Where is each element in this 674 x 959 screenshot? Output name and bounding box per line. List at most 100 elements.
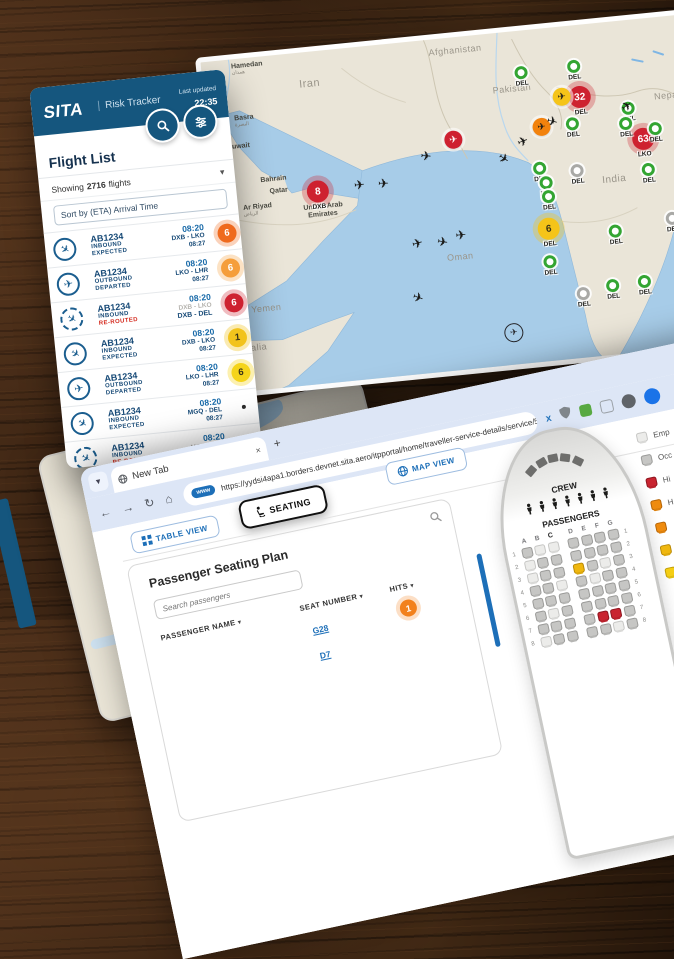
extension-icon[interactable]: x (544, 412, 553, 425)
seat[interactable] (583, 613, 597, 626)
home-icon[interactable]: ⌂ (163, 491, 174, 507)
seat[interactable] (547, 607, 561, 620)
seat[interactable] (596, 610, 610, 623)
map-marker-ring[interactable]: DEL (665, 211, 674, 233)
seat[interactable] (572, 562, 586, 575)
seat[interactable] (546, 541, 560, 554)
close-tab-icon[interactable]: × (254, 444, 262, 456)
map-marker-planecircle[interactable]: ✈ (503, 322, 525, 344)
seat[interactable] (575, 574, 588, 587)
seat[interactable] (541, 581, 555, 595)
account-icon[interactable] (642, 386, 662, 406)
seat[interactable] (552, 632, 566, 645)
seat[interactable] (525, 572, 539, 585)
forward-icon[interactable]: → (120, 499, 136, 516)
column-hits[interactable]: HITS ▾ (388, 581, 415, 594)
seat[interactable] (539, 569, 553, 582)
seat[interactable] (598, 556, 612, 569)
seat[interactable] (567, 536, 580, 549)
seat[interactable] (604, 582, 618, 595)
seat-link[interactable]: G28 (311, 622, 330, 636)
scrollbar[interactable] (476, 553, 501, 648)
seat[interactable] (596, 543, 609, 556)
seat-link[interactable]: D7 (318, 648, 332, 661)
seat[interactable] (552, 566, 566, 579)
seat[interactable] (599, 622, 612, 636)
map-marker-ring[interactable]: DEL (648, 121, 663, 144)
tab-map-view[interactable]: MAP VIEW (384, 446, 468, 486)
seat[interactable] (531, 597, 545, 610)
seat[interactable] (536, 556, 550, 569)
seat[interactable] (536, 622, 550, 635)
seat[interactable] (620, 591, 633, 604)
extension-icon[interactable] (578, 403, 593, 418)
map-marker-ring[interactable]: DEL (569, 163, 585, 186)
back-icon[interactable]: ← (98, 504, 113, 521)
seat[interactable] (544, 594, 558, 607)
map-marker-count[interactable]: 32 DEL (567, 84, 593, 117)
seat[interactable] (533, 543, 547, 556)
shield-icon[interactable] (558, 405, 573, 425)
search-button[interactable] (143, 106, 182, 145)
seat[interactable] (601, 569, 615, 582)
seat[interactable] (585, 625, 599, 638)
seat[interactable] (563, 617, 577, 630)
seat[interactable] (523, 559, 537, 572)
reload-icon[interactable]: ↻ (143, 495, 156, 511)
seat[interactable] (580, 600, 594, 613)
seat[interactable] (614, 566, 628, 579)
tab-seating[interactable]: SEATING (237, 483, 330, 531)
seat[interactable] (609, 607, 623, 620)
seat[interactable] (560, 604, 574, 617)
browser-tab[interactable]: New Tab × (109, 435, 270, 494)
filter-button[interactable] (181, 103, 219, 141)
seat[interactable] (582, 546, 596, 559)
map-marker-planebadge[interactable]: ✈ (443, 129, 464, 150)
map-marker-ring[interactable]: DEL (541, 189, 556, 212)
seat[interactable] (555, 579, 568, 592)
map-marker-count[interactable]: 8 DXB (305, 179, 331, 211)
new-tab-button[interactable]: + (272, 435, 283, 451)
seat[interactable] (606, 594, 620, 607)
seat[interactable] (606, 528, 620, 541)
seat[interactable] (612, 620, 626, 633)
seat[interactable] (591, 584, 604, 597)
seat[interactable] (588, 572, 602, 585)
seat[interactable] (580, 533, 594, 547)
map-marker-ring[interactable]: DEL (576, 286, 591, 309)
map-marker-ring[interactable]: DEL (542, 254, 558, 277)
seat[interactable] (612, 553, 625, 566)
seat[interactable] (520, 546, 534, 559)
tab-table-view[interactable]: TABLE VIEW (129, 514, 221, 555)
seat[interactable] (539, 635, 553, 648)
profile-avatar[interactable] (620, 392, 637, 410)
seat[interactable] (534, 610, 547, 623)
seat[interactable] (617, 579, 631, 592)
map-marker-ring[interactable]: DEL (608, 224, 623, 246)
seat[interactable] (549, 620, 563, 633)
map-marker-count[interactable]: 6 DEL (536, 216, 562, 249)
column-seat-number[interactable]: SEAT NUMBER ▾ (298, 592, 364, 614)
seat[interactable] (557, 591, 571, 604)
flight-map[interactable]: Iran Afghanistan Pakistan Nepal India Oman Yem… (195, 0, 674, 399)
search-icon[interactable] (428, 509, 443, 529)
extension-icon[interactable] (598, 398, 615, 414)
seat[interactable] (528, 584, 542, 597)
map-marker-ring[interactable]: DEL (566, 59, 582, 82)
map-marker-ring[interactable]: DEL (605, 278, 621, 301)
seat[interactable] (622, 604, 636, 617)
seat[interactable] (565, 630, 579, 643)
chevron-down-icon[interactable]: ▾ (219, 166, 225, 178)
seat[interactable] (549, 553, 563, 566)
tab-search-button[interactable]: ▾ (87, 470, 110, 493)
map-marker-ring[interactable]: DEL (565, 116, 580, 139)
seat[interactable] (569, 549, 583, 562)
seat[interactable] (577, 587, 591, 600)
seat[interactable] (585, 559, 599, 572)
map-marker-ring[interactable]: DEL (513, 65, 529, 88)
column-passenger-name[interactable]: PASSENGER NAME ▾ (159, 617, 243, 643)
map-marker-ring[interactable]: DEL (618, 116, 634, 139)
seat[interactable] (625, 617, 639, 630)
seat[interactable] (593, 531, 607, 544)
map-marker-ring[interactable]: DEL (641, 162, 656, 185)
